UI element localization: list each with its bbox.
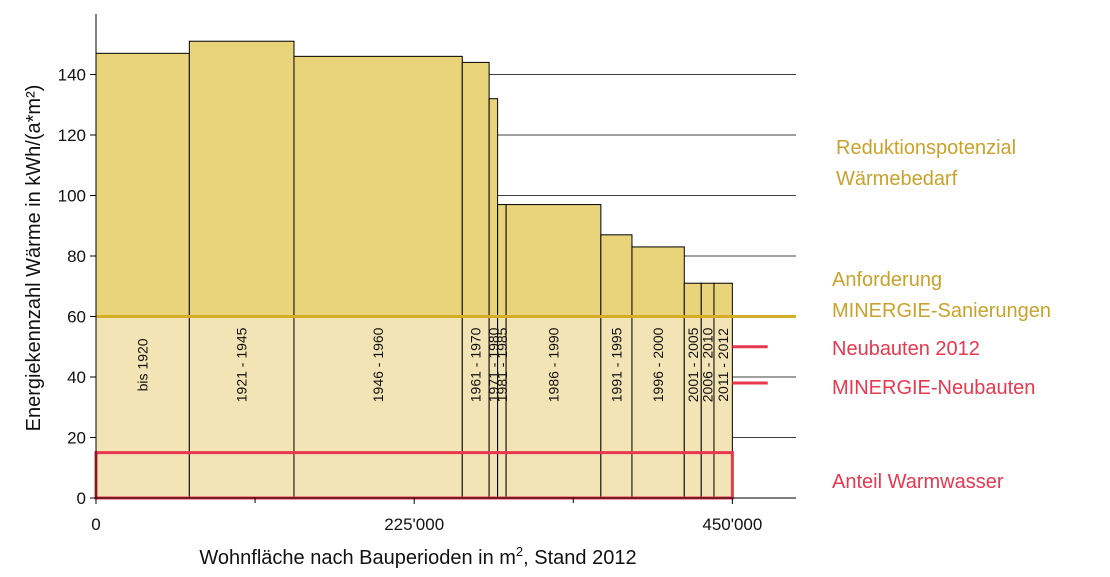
bar-upper (95, 52, 190, 317)
annotation-anforderung-line1: Anforderung (832, 269, 942, 291)
bar-label: 2001 - 2005 (685, 327, 701, 402)
x-axis-title: Wohnfläche nach Bauperioden in m2, Stand… (199, 544, 636, 569)
bar-upper (700, 282, 715, 318)
bar-base (461, 316, 490, 499)
axes: 0 20 40 60 80 100 120 140 0 225'000 450'000 (58, 14, 796, 534)
bar-label: 1921 - 1945 (234, 327, 250, 402)
bar-upper (683, 282, 702, 318)
y-tick-label: 140 (58, 66, 86, 85)
annotation-warmwasser: Anteil Warmwasser (832, 471, 1004, 493)
x-axis-title-suffix: , Stand 2012 (523, 547, 636, 569)
bar-label: 1946 - 1960 (370, 327, 386, 402)
y-tick-label: 120 (58, 126, 86, 145)
bar-label: 1991 - 1995 (608, 327, 624, 402)
bar-upper (600, 234, 633, 317)
bar-label: 2006 - 2010 (700, 327, 716, 402)
bar-upper (293, 55, 463, 317)
x-axis-title-sup: 2 (516, 544, 523, 559)
bars (95, 40, 733, 499)
annotation-reduktion-line2: Wärmebedarf (836, 168, 958, 190)
x-axis-title-main: Wohnfläche nach Bauperioden in m (199, 547, 516, 569)
x-tick-label: 450'000 (702, 515, 762, 534)
x-tick-label: 225'000 (384, 515, 444, 534)
y-tick-label: 0 (77, 489, 86, 508)
y-tick-label: 80 (67, 247, 86, 266)
y-tick-label: 40 (67, 368, 86, 387)
y-tick-label: 60 (67, 308, 86, 327)
bar-base (631, 316, 685, 499)
annotation-minergie-neubauten: MINERGIE-Neubauten (832, 377, 1035, 399)
bar-upper (461, 61, 490, 318)
y-tick-label: 20 (67, 429, 86, 448)
y-tick-label: 100 (58, 187, 86, 206)
bar-label: 1961 - 1970 (468, 327, 484, 402)
bar-label: 1996 - 2000 (650, 327, 666, 402)
bar-upper (713, 282, 733, 318)
bar-upper (631, 246, 685, 317)
bar-base (505, 316, 602, 499)
bar-upper (188, 40, 295, 317)
bar-label: 1981 - 1985 (494, 327, 510, 402)
bar-upper (488, 98, 499, 317)
bar-base (600, 316, 633, 499)
bar-label: 1986 - 1990 (545, 327, 561, 402)
bar-upper (497, 204, 507, 317)
annotation-reduktion-line1: Reduktionspotenzial (836, 137, 1016, 159)
bar-label: bis 1920 (135, 338, 151, 391)
bar-label: 1971 - 1980 (485, 327, 501, 402)
annotation-neubauten-2012: Neubauten 2012 (832, 338, 980, 360)
bar-base (293, 316, 463, 499)
y-axis-title: Energiekennzahl Wärme in kWh/(a*m²) (23, 85, 45, 432)
annotation-anforderung-line2: MINERGIE-Sanierungen (832, 300, 1051, 322)
bar-labels: bis 1920 1921 - 1945 1946 - 1960 1961 - 197… (135, 327, 732, 402)
x-tick-label: 0 (91, 515, 100, 534)
bar-upper (505, 204, 602, 317)
bar-base (188, 316, 295, 499)
bar-label: 2011 - 2012 (715, 328, 731, 402)
